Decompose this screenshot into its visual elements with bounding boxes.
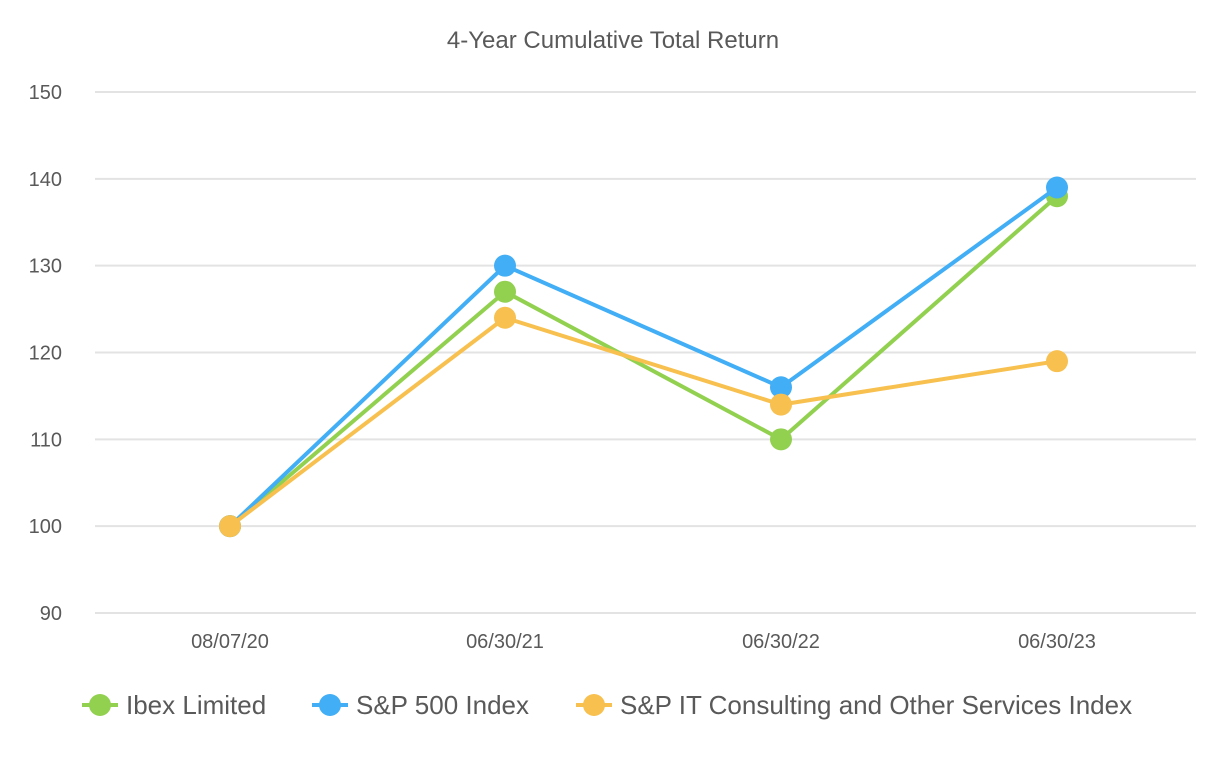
legend-label: S&P 500 Index	[356, 690, 529, 720]
legend-item: S&P IT Consulting and Other Services Ind…	[576, 690, 1132, 720]
data-point	[494, 306, 516, 329]
data-point	[494, 280, 516, 303]
series-lines	[219, 176, 1068, 538]
data-point	[494, 254, 516, 277]
x-tick-label: 08/07/20	[191, 631, 269, 653]
y-tick-label: 110	[30, 429, 62, 451]
x-tick-label: 06/30/23	[1018, 631, 1096, 653]
series-line	[228, 194, 1059, 529]
legend-swatch-marker	[583, 694, 605, 716]
legend-label: Ibex Limited	[126, 690, 266, 720]
y-tick-label: 140	[29, 169, 62, 191]
legend-item: S&P 500 Index	[312, 690, 529, 720]
legend-item: Ibex Limited	[82, 690, 266, 720]
data-point	[1046, 350, 1068, 373]
gridlines	[95, 91, 1196, 614]
x-tick-label: 06/30/21	[466, 631, 544, 653]
y-tick-label: 150	[29, 82, 62, 104]
chart-title: 4-Year Cumulative Total Return	[447, 27, 779, 54]
y-axis-ticks: 90 100 110 120 130 140 150	[29, 82, 62, 625]
data-point	[219, 515, 241, 538]
data-point	[770, 428, 792, 451]
y-tick-label: 120	[29, 343, 62, 365]
data-point	[1046, 176, 1068, 199]
x-axis-ticks: 08/07/20 06/30/21 06/30/22 06/30/23	[191, 631, 1096, 653]
legend-swatch-marker	[89, 694, 111, 716]
series-2	[219, 176, 1068, 538]
data-point	[770, 393, 792, 416]
legend: Ibex Limited S&P 500 Index S&P IT Consulti…	[82, 690, 1132, 720]
data-point	[770, 376, 792, 399]
series-3	[219, 306, 1068, 538]
x-tick-label: 06/30/22	[742, 631, 820, 653]
legend-swatch-marker	[319, 694, 341, 716]
y-tick-label: 90	[40, 603, 62, 625]
legend-label: S&P IT Consulting and Other Services Ind…	[620, 690, 1132, 720]
y-tick-label: 130	[29, 256, 62, 278]
series-line	[228, 315, 1059, 529]
series-line	[228, 185, 1059, 529]
y-tick-label: 100	[29, 516, 62, 538]
